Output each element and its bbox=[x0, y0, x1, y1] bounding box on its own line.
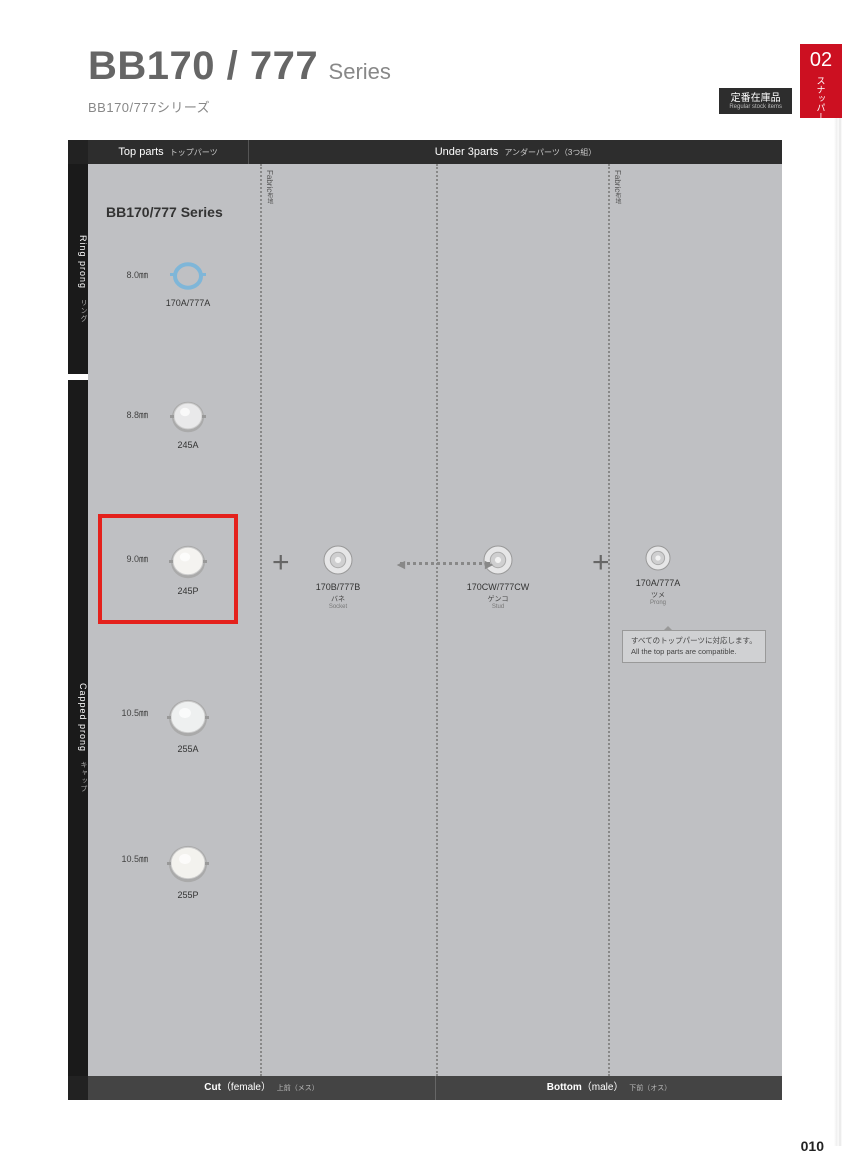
part-size: 8.8㎜ bbox=[126, 408, 148, 421]
spine-foot bbox=[68, 1076, 88, 1100]
footer-bot-paren: （male） bbox=[582, 1082, 624, 1093]
top-part-item: 8.0㎜ 170A/777A bbox=[156, 260, 220, 308]
under-part-item: 170B/777B バネSocket bbox=[293, 544, 383, 610]
fabric-label: Fabric布地 bbox=[613, 170, 622, 204]
catalog-page: Top parts トップパーツ Under 3parts アンダーパーツ（3つ… bbox=[68, 140, 782, 1100]
spine-cap-en: Capped prong bbox=[78, 683, 88, 752]
callout-line-en: All the top parts are compatible. bbox=[631, 647, 757, 658]
section-number: 02 bbox=[800, 50, 842, 70]
left-spine: Ring prong リング Capped prong キャップ bbox=[68, 164, 88, 1076]
footer-bot-en: Bottom bbox=[547, 1082, 582, 1093]
title-suffix: Series bbox=[329, 59, 391, 84]
double-arrow-icon: ◄► bbox=[400, 562, 490, 564]
col-header-top-parts: Top parts トップパーツ bbox=[88, 140, 248, 164]
footer-cut-paren: （female） bbox=[221, 1082, 271, 1093]
fabric-label: Fabric布地 bbox=[265, 170, 274, 204]
part-sub-en: Stud bbox=[453, 604, 543, 610]
page-number: 010 bbox=[801, 1138, 824, 1154]
col-top-en: Top parts bbox=[118, 146, 163, 158]
spine-ring-prong: Ring prong リング bbox=[68, 164, 88, 374]
under-part-item: 170A/777A ツメProng bbox=[613, 544, 703, 606]
part-code: 170A/777A bbox=[613, 578, 703, 588]
section-label: スナッパー bbox=[815, 76, 828, 121]
footer-bot-jp: 下前（オス） bbox=[629, 1085, 671, 1092]
part-icon bbox=[156, 844, 220, 884]
part-code: 170A/777A bbox=[156, 298, 220, 308]
part-sub-en: Socket bbox=[293, 604, 383, 610]
part-code: 170B/777B bbox=[293, 582, 383, 592]
footer-cut-en: Cut bbox=[204, 1082, 221, 1093]
highlight-box bbox=[98, 514, 238, 624]
part-icon bbox=[293, 544, 383, 576]
part-sub-jp: ツメ bbox=[613, 590, 703, 600]
footer-bottom: Bottom（male） 下前（オス） bbox=[435, 1076, 782, 1100]
stock-badge-en: Regular stock items bbox=[729, 104, 782, 111]
part-icon bbox=[453, 544, 543, 576]
page-title: BB170 / 777 Series bbox=[88, 44, 391, 89]
series-label: BB170/777 Series bbox=[106, 204, 223, 220]
part-icon bbox=[613, 544, 703, 572]
part-sub-jp: ゲンコ bbox=[453, 594, 543, 604]
part-code: 255P bbox=[156, 890, 220, 900]
column-divider bbox=[608, 164, 610, 1076]
spine-ring-en: Ring prong bbox=[78, 235, 88, 289]
part-size: 8.0㎜ bbox=[126, 268, 148, 281]
footer-row: Cut（female） 上前（メス） Bottom（male） 下前（オス） bbox=[68, 1076, 782, 1100]
footer-cut: Cut（female） 上前（メス） bbox=[88, 1076, 435, 1100]
col-under-jp: アンダーパーツ（3つ組） bbox=[504, 148, 596, 157]
part-size: 10.5㎜ bbox=[121, 852, 148, 865]
spine-ring-jp: リング bbox=[80, 299, 87, 323]
spine-cap-jp: キャップ bbox=[80, 761, 87, 793]
part-sub-jp: バネ bbox=[293, 594, 383, 604]
top-part-item: 10.5㎜ 255P bbox=[156, 844, 220, 900]
page-subtitle: BB170/777シリーズ bbox=[88, 97, 391, 116]
column-header-row: Top parts トップパーツ Under 3parts アンダーパーツ（3つ… bbox=[68, 140, 782, 164]
part-code: 170CW/777CW bbox=[453, 582, 543, 592]
part-size: 10.5㎜ bbox=[121, 706, 148, 719]
spine-capped-prong: Capped prong キャップ bbox=[68, 380, 88, 1076]
title-main: BB170 / 777 bbox=[88, 44, 318, 88]
part-sub-en: Prong bbox=[613, 600, 703, 606]
page-header: BB170 / 777 Series BB170/777シリーズ bbox=[88, 44, 391, 116]
part-icon bbox=[156, 698, 220, 738]
top-part-item: 8.8㎜ 245A bbox=[156, 400, 220, 450]
footer-cut-jp: 上前（メス） bbox=[277, 1085, 319, 1092]
stock-badge-jp: 定番在庫品 bbox=[731, 93, 781, 104]
callout-line-jp: すべてのトップパーツに対応します。 bbox=[631, 636, 757, 647]
diagram-canvas: BB170/777 Series Fabric布地 Fabric布地 8.0㎜ 17… bbox=[88, 164, 782, 1076]
plus-icon: + bbox=[592, 548, 610, 578]
col-top-jp: トップパーツ bbox=[170, 148, 218, 157]
diagram-body: Ring prong リング Capped prong キャップ BB170/7… bbox=[68, 164, 782, 1076]
section-tab: 02 スナッパー bbox=[800, 44, 842, 118]
under-part-item: 170CW/777CW ゲンコStud bbox=[453, 544, 543, 610]
stock-badge: 定番在庫品 Regular stock items bbox=[719, 88, 792, 114]
part-code: 255A bbox=[156, 744, 220, 754]
compatibility-callout: すべてのトップパーツに対応します。 All the top parts are … bbox=[622, 630, 766, 663]
col-under-en: Under 3parts bbox=[435, 146, 499, 158]
part-icon bbox=[156, 260, 220, 292]
spine-corner bbox=[68, 140, 88, 164]
part-icon bbox=[156, 400, 220, 434]
column-divider bbox=[436, 164, 438, 1076]
plus-icon: + bbox=[272, 548, 290, 578]
page-edge-decor bbox=[834, 118, 842, 1146]
column-divider bbox=[260, 164, 262, 1076]
part-code: 245A bbox=[156, 440, 220, 450]
col-header-under-parts: Under 3parts アンダーパーツ（3つ組） bbox=[248, 140, 782, 164]
top-part-item: 10.5㎜ 255A bbox=[156, 698, 220, 754]
